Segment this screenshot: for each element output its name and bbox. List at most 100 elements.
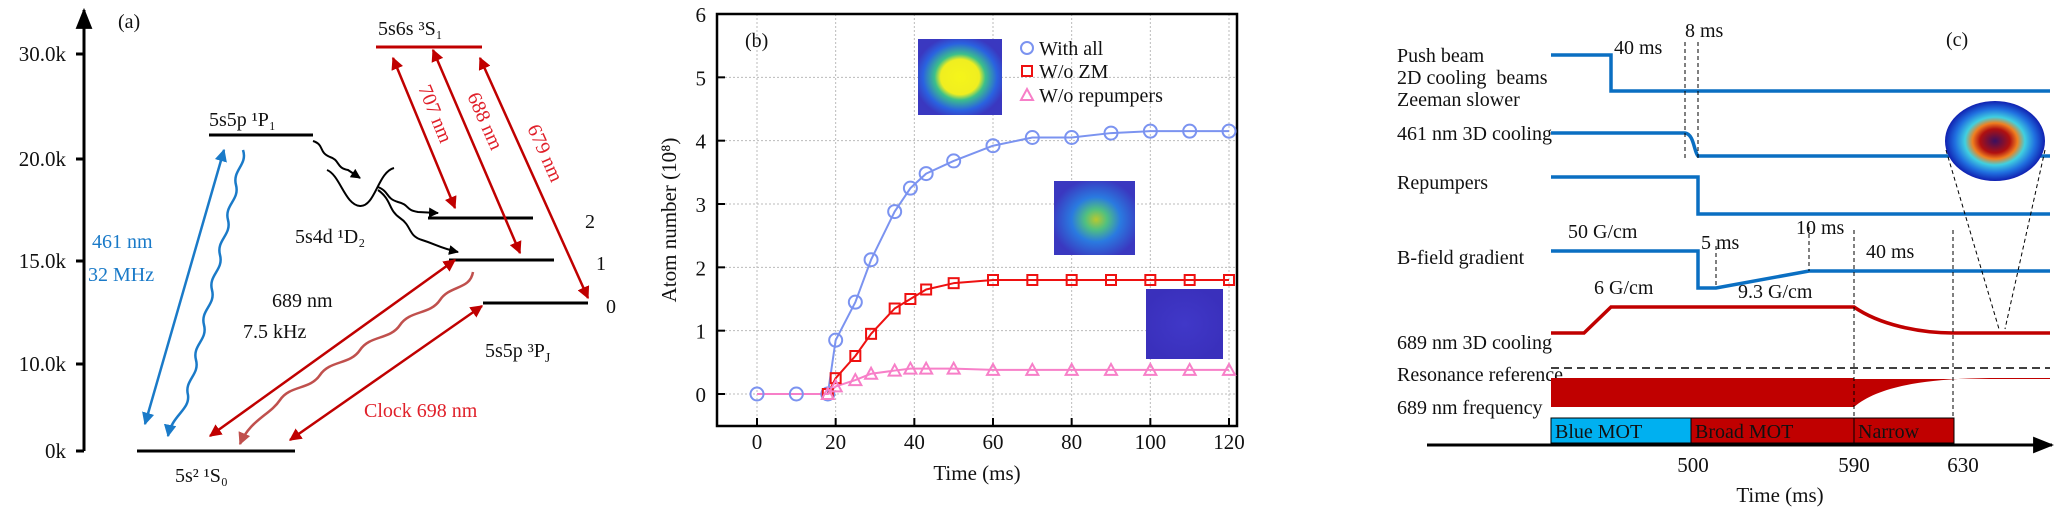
trace-689-frequency [1551, 378, 2050, 407]
annotation-40ms: 40 ms [1614, 37, 1663, 59]
data-point-circle [863, 252, 879, 268]
timing-guides [1684, 42, 2046, 418]
data-point-circle [1142, 123, 1158, 139]
axis-ticks: 0 20 40 60 80 100 120 0 1 2 3 4 5 6 [696, 3, 1245, 454]
x-tick-label: 20 [825, 430, 846, 454]
y-tick-label: 4 [696, 130, 707, 154]
data-point-circle [887, 204, 903, 220]
trace-b-field [1551, 249, 2050, 290]
annotation-40ms-narrow: 40 ms [1866, 241, 1915, 263]
data-point-circle [749, 386, 765, 402]
data-point-triangle [1103, 361, 1119, 376]
trace-repumpers [1551, 175, 2050, 216]
x-tick-label: 120 [1213, 430, 1245, 454]
data-point-square [1223, 274, 1235, 286]
x-tick-label: 100 [1135, 430, 1167, 454]
label-7-5khz: 7.5 kHz [243, 321, 306, 343]
data-point-square [865, 327, 878, 340]
legend: With all W/o ZM W/o repumpers [1019, 38, 1163, 107]
data-point-circle [847, 294, 863, 310]
inset-image-without-zm [1054, 181, 1135, 255]
fit-line-circle [757, 130, 1229, 395]
data-point-square [1026, 274, 1039, 286]
annotation-9-3gcm: 9.3 G/cm [1738, 281, 1813, 303]
data-point-circle [946, 153, 962, 169]
data-point-square [987, 274, 999, 286]
energy-tick-10k: 10.0k [19, 352, 67, 376]
y-tick-label: 6 [696, 3, 707, 27]
x-tick-label: 40 [904, 430, 925, 454]
data-point-triangle [918, 360, 934, 375]
data-point-circle [788, 386, 804, 402]
y-tick-label: 3 [696, 193, 707, 217]
data-point-square [920, 283, 933, 296]
data-point-square [947, 277, 960, 290]
energy-tick-0k: 0k [45, 439, 67, 463]
label-32mhz: 32 MHz [88, 264, 154, 286]
channel-push-beam: Push beam [1397, 45, 1485, 67]
label-1p1: 5s5p ¹P₁ [209, 109, 276, 131]
data-point-triangle [1181, 361, 1198, 376]
energy-tick-15k: 15.0k [19, 249, 67, 273]
data-point-triangle [820, 385, 836, 400]
arrow-461nm [142, 148, 227, 426]
wavy-decay-1d2-to-3p2 [377, 186, 439, 218]
phase-narrow-label: Narrow [1858, 421, 1920, 443]
data-point-circle [918, 166, 934, 182]
data-point-circle [1024, 130, 1040, 145]
panel-c-timing-sequence: Push beam 2D cooling beams Zeeman slower… [1397, 20, 2055, 507]
inset-image-without-repumpers [1146, 289, 1223, 359]
time-tick-500: 500 [1677, 453, 1709, 477]
data-point-circle [1103, 125, 1119, 141]
panel-c-label: (c) [1946, 29, 1968, 51]
channel-zeeman-slower: Zeeman slower [1397, 89, 1520, 111]
phase-blue-mot-label: Blue MOT [1555, 421, 1642, 443]
wavy-decay-689nm [238, 271, 475, 446]
inset-image-with-all [918, 39, 1002, 115]
channel-resonance-reference: Resonance reference [1397, 364, 1563, 386]
label-689nm: 689 nm [272, 290, 333, 312]
data-point-square [1183, 274, 1196, 286]
data-point-square [1065, 274, 1078, 286]
legend-marker-circle [1020, 41, 1034, 55]
x-tick-label: 0 [752, 430, 763, 454]
data-point-triangle [1063, 361, 1080, 376]
legend-without-zm: W/o ZM [1039, 61, 1109, 83]
data-point-circle [902, 180, 918, 196]
data-point-triangle [886, 362, 903, 377]
data-point-square [1144, 274, 1157, 286]
label-3s1: 5s6s ³S₁ [378, 18, 443, 40]
label-3pj: 5s5p ³PJ [485, 340, 551, 366]
trace-689-cooling [1551, 305, 2050, 335]
wavy-decay-461nm [163, 149, 246, 438]
channel-689-cooling: 689 nm 3D cooling [1397, 332, 1552, 354]
channel-2d-cooling: 2D cooling beams [1397, 67, 1548, 89]
time-tick-630: 630 [1947, 453, 1979, 477]
wavy-decay-1p1-to-1d2 [312, 140, 361, 179]
panel-a-label: (a) [118, 11, 140, 33]
annotation-5ms: 5 ms [1701, 232, 1740, 254]
legend-marker-square [1021, 65, 1033, 77]
y-tick-label: 0 [696, 383, 707, 407]
panel-b-label: (b) [745, 30, 768, 52]
data-point-square [904, 293, 917, 305]
label-j0: 0 [606, 296, 616, 318]
label-1d2: 5s4d ¹D₂ [295, 226, 365, 248]
data-point-square [888, 302, 901, 315]
data-point-triangle [863, 365, 879, 380]
data-point-triangle [847, 371, 864, 387]
legend-without-repumpers: W/o repumpers [1039, 85, 1163, 107]
y-tick-label: 2 [696, 256, 707, 280]
data-point-triangle [1024, 361, 1041, 376]
x-axis-title: Time (ms) [933, 461, 1020, 485]
data-point-triangle [945, 360, 962, 375]
arrow-698nm [288, 304, 484, 442]
phase-broad-mot [1690, 417, 1855, 444]
panel-a-energy-levels: 30.0k 20.0k 15.0k 10.0k 0k (a) 5s5p ¹P₁ … [19, 7, 616, 487]
label-j2: 2 [585, 211, 595, 233]
arrow-679nm [478, 56, 590, 300]
fit-line-square [757, 279, 1229, 395]
label-688nm: 688 nm [462, 89, 507, 154]
channel-689-frequency: 689 nm frequency [1397, 397, 1543, 419]
